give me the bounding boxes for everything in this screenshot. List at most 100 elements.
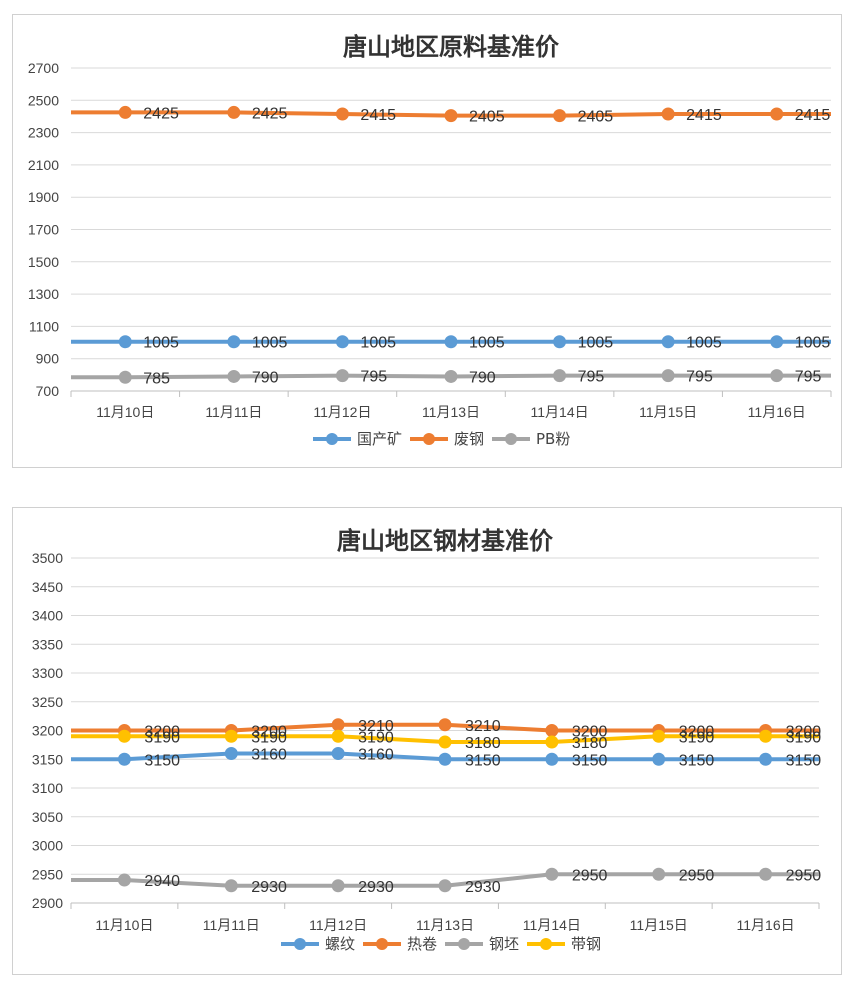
data-label: 1005 — [143, 335, 179, 352]
legend-label: 国产矿 — [357, 430, 402, 448]
x-tick-label: 11月11日 — [205, 404, 262, 420]
data-point — [335, 107, 349, 121]
data-label: 795 — [360, 369, 387, 386]
data-label: 2415 — [360, 107, 396, 124]
data-point — [545, 867, 559, 881]
x-tick-label: 11月12日 — [309, 917, 367, 933]
data-point — [227, 335, 241, 349]
data-label: 795 — [686, 369, 713, 386]
data-label: 3200 — [144, 724, 180, 741]
chart-panel-steel: 唐山地区钢材基准价 2900 2950 3000 3050 3100 3150 3200 325… — [12, 507, 842, 975]
data-point — [118, 370, 132, 384]
x-tick-label: 11月16日 — [748, 404, 806, 420]
legend-label: 螺纹 — [325, 935, 355, 953]
data-point — [444, 109, 458, 123]
data-label: 2930 — [358, 879, 394, 896]
y-tick-label: 2300 — [28, 125, 59, 141]
data-point — [117, 752, 131, 766]
chart-panel-raw-materials: 唐山地区原料基准价 700 900 1100 1300 1500 1700 1900 2100 2… — [12, 14, 842, 468]
data-label: 795 — [795, 369, 822, 386]
data-point — [759, 867, 773, 881]
y-tick-label: 1500 — [28, 254, 59, 270]
data-label: 2950 — [572, 867, 608, 884]
x-tick-label: 11月14日 — [531, 404, 589, 420]
data-label: 3210 — [465, 718, 501, 735]
legend-label: 带钢 — [571, 935, 601, 953]
data-point — [438, 735, 452, 749]
y-tick-label: 3050 — [32, 809, 63, 825]
data-point — [117, 873, 131, 887]
data-point — [770, 107, 784, 121]
data-point — [224, 879, 238, 893]
data-point — [770, 369, 784, 383]
data-label: 2950 — [786, 867, 822, 884]
data-point — [224, 747, 238, 760]
data-label: 2930 — [251, 879, 287, 896]
data-label: 2415 — [686, 107, 722, 124]
data-point — [759, 729, 773, 743]
legend-marker — [294, 938, 306, 950]
data-label: 3190 — [144, 729, 180, 746]
data-label: 790 — [252, 369, 279, 386]
data-label: 3190 — [251, 729, 287, 746]
data-label: 3180 — [572, 735, 608, 752]
x-tick-label: 11月10日 — [96, 404, 154, 420]
legend-marker — [326, 433, 338, 445]
y-tick-label: 3200 — [32, 723, 63, 739]
data-label: 1005 — [252, 335, 288, 352]
x-tick-label: 11月11日 — [203, 917, 260, 933]
data-label: 3150 — [679, 752, 715, 769]
data-label: 2425 — [143, 105, 179, 122]
data-point — [331, 718, 345, 732]
data-point — [652, 752, 666, 766]
x-tick-label: 11月15日 — [639, 404, 697, 420]
data-point — [553, 335, 567, 349]
y-tick-label: 2900 — [32, 895, 63, 911]
y-tick-label: 3100 — [32, 780, 63, 796]
chart-title: 唐山地区钢材基准价 — [337, 526, 554, 555]
legend-label: 钢坯 — [489, 935, 519, 953]
data-label: 2405 — [469, 109, 505, 126]
y-tick-label: 3250 — [32, 694, 63, 710]
data-point — [438, 718, 452, 732]
data-point — [553, 369, 567, 383]
legend-marker — [376, 938, 388, 950]
legend-label: PB粉 — [536, 430, 570, 448]
data-label: 3210 — [358, 718, 394, 735]
data-label: 3200 — [679, 724, 715, 741]
y-tick-label: 3350 — [32, 636, 63, 652]
data-label: 3150 — [572, 752, 608, 769]
data-point — [331, 747, 345, 760]
data-point — [652, 867, 666, 881]
data-label: 1005 — [360, 335, 396, 352]
y-tick-label: 3450 — [32, 579, 63, 595]
data-point — [661, 107, 675, 121]
y-tick-label: 3000 — [32, 838, 63, 854]
data-point — [652, 729, 666, 743]
data-point — [444, 369, 458, 383]
data-label: 3160 — [251, 747, 287, 764]
legend-marker — [505, 433, 517, 445]
legend-marker — [540, 938, 552, 950]
data-point — [118, 105, 132, 119]
data-point — [553, 109, 567, 123]
data-point — [444, 335, 458, 349]
data-label: 1005 — [795, 335, 831, 352]
data-label: 3160 — [358, 747, 394, 764]
data-point — [227, 105, 241, 119]
data-label: 3200 — [572, 724, 608, 741]
legend-label: 废钢 — [454, 430, 484, 448]
data-point — [335, 335, 349, 349]
data-label: 3200 — [251, 724, 287, 741]
y-tick-label: 2500 — [28, 92, 59, 108]
data-label: 3190 — [358, 729, 394, 746]
data-label: 3150 — [786, 752, 822, 769]
x-tick-label: 11月13日 — [416, 917, 474, 933]
data-point — [759, 752, 773, 766]
data-label: 2940 — [144, 873, 180, 890]
y-tick-label: 1700 — [28, 222, 59, 238]
data-point — [331, 879, 345, 893]
data-point — [224, 729, 238, 743]
data-point — [438, 752, 452, 766]
data-point — [335, 369, 349, 383]
